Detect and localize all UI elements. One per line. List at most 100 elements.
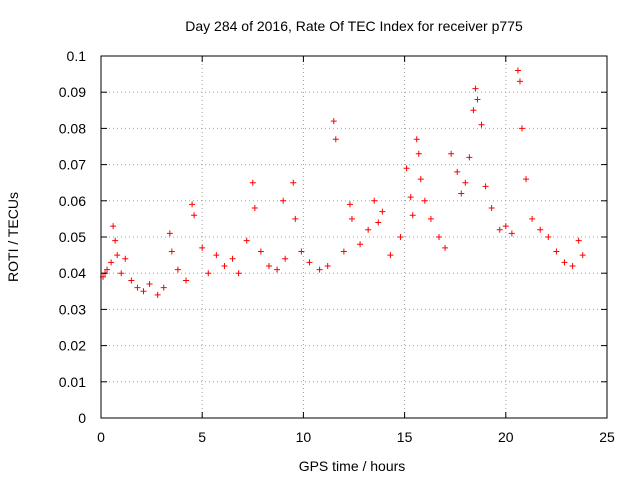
data-point <box>496 226 503 233</box>
x-axis-label: GPS time / hours <box>299 458 406 474</box>
data-point <box>122 255 129 262</box>
data-point <box>516 78 523 85</box>
data-point <box>413 136 420 143</box>
data-point <box>488 205 495 212</box>
data-point <box>306 259 313 266</box>
grid-lines <box>101 56 607 418</box>
data-point <box>436 234 443 240</box>
data-point <box>340 248 347 255</box>
chart-title: Day 284 of 2016, Rate Of TEC Index for r… <box>185 18 523 34</box>
data-point <box>472 85 479 92</box>
data-point <box>292 215 299 222</box>
data-point <box>523 176 530 183</box>
data-point <box>265 262 272 269</box>
data-point <box>316 266 323 273</box>
data-point <box>243 237 250 244</box>
data-point <box>458 190 465 197</box>
data-point <box>357 241 364 248</box>
data-point <box>365 226 372 233</box>
data-point <box>168 248 175 255</box>
data-point <box>154 291 161 298</box>
y-tick-label: 0.06 <box>59 193 86 209</box>
data-point <box>387 252 394 259</box>
data-point <box>545 234 552 240</box>
data-point <box>229 255 236 262</box>
data-point <box>160 284 167 291</box>
x-tick-label: 10 <box>296 429 312 445</box>
data-point <box>146 281 153 288</box>
data-point <box>104 266 111 273</box>
y-tick-labels: 0 0.01 0.02 0.03 0.04 0.05 0.06 0.07 0.08 0.09 0.1 <box>59 48 86 426</box>
data-point <box>514 67 521 74</box>
data-point <box>330 118 337 125</box>
data-point <box>257 248 264 255</box>
data-point <box>166 230 173 237</box>
data-point <box>442 244 449 251</box>
data-point <box>407 194 414 201</box>
data-point <box>280 197 287 204</box>
data-point <box>470 107 477 114</box>
data-point <box>249 179 256 186</box>
data-point <box>112 237 119 244</box>
data-point <box>397 234 404 240</box>
data-point <box>183 277 190 284</box>
y-tick-label: 0.07 <box>59 157 86 173</box>
x-tick-label: 25 <box>599 429 615 445</box>
data-point <box>298 248 305 255</box>
data-point <box>346 201 353 208</box>
data-point <box>474 96 481 103</box>
data-point <box>508 230 515 237</box>
data-point <box>274 266 281 273</box>
data-point <box>448 150 455 157</box>
data-point <box>466 154 473 161</box>
data-point <box>454 168 461 175</box>
y-tick-label: 0.02 <box>59 338 86 354</box>
x-tick-label: 5 <box>198 429 206 445</box>
data-point <box>379 208 386 215</box>
x-tick-label: 0 <box>97 429 105 445</box>
data-point <box>191 212 198 219</box>
data-point <box>553 248 560 255</box>
data-point <box>575 237 582 244</box>
data-point <box>235 270 242 277</box>
data-point <box>134 284 141 291</box>
data-point <box>569 262 576 269</box>
data-point <box>579 252 586 259</box>
y-tick-label: 0 <box>78 410 86 426</box>
data-points <box>100 67 586 298</box>
data-point <box>108 259 115 266</box>
data-point <box>189 201 196 208</box>
y-tick-label: 0.03 <box>59 301 86 317</box>
y-tick-label: 0.08 <box>59 120 86 136</box>
data-point <box>174 266 181 273</box>
data-point <box>332 136 339 143</box>
data-point <box>537 226 544 233</box>
data-point <box>221 262 228 269</box>
data-point <box>114 252 121 259</box>
data-point <box>403 165 410 172</box>
data-point <box>290 179 297 186</box>
y-tick-label: 0.01 <box>59 374 86 390</box>
data-point <box>128 277 135 284</box>
data-point <box>140 288 147 295</box>
y-tick-label: 0.04 <box>59 265 86 281</box>
x-tick-labels: 0 5 10 15 20 25 <box>97 429 615 445</box>
data-point <box>348 215 355 222</box>
data-point <box>502 223 509 230</box>
y-tick-label: 0.09 <box>59 84 86 100</box>
data-point <box>529 215 536 222</box>
x-tick-label: 20 <box>498 429 514 445</box>
data-point <box>110 223 117 230</box>
y-tick-label: 0.05 <box>59 229 86 245</box>
data-point <box>427 215 434 222</box>
data-point <box>213 252 220 259</box>
data-point <box>118 270 125 277</box>
data-point <box>371 197 378 204</box>
data-point <box>251 205 258 212</box>
y-tick-label: 0.1 <box>67 48 87 64</box>
data-point <box>421 197 428 204</box>
x-tick-label: 15 <box>397 429 413 445</box>
data-point <box>205 270 212 277</box>
data-point <box>324 262 331 269</box>
data-point <box>415 150 422 157</box>
